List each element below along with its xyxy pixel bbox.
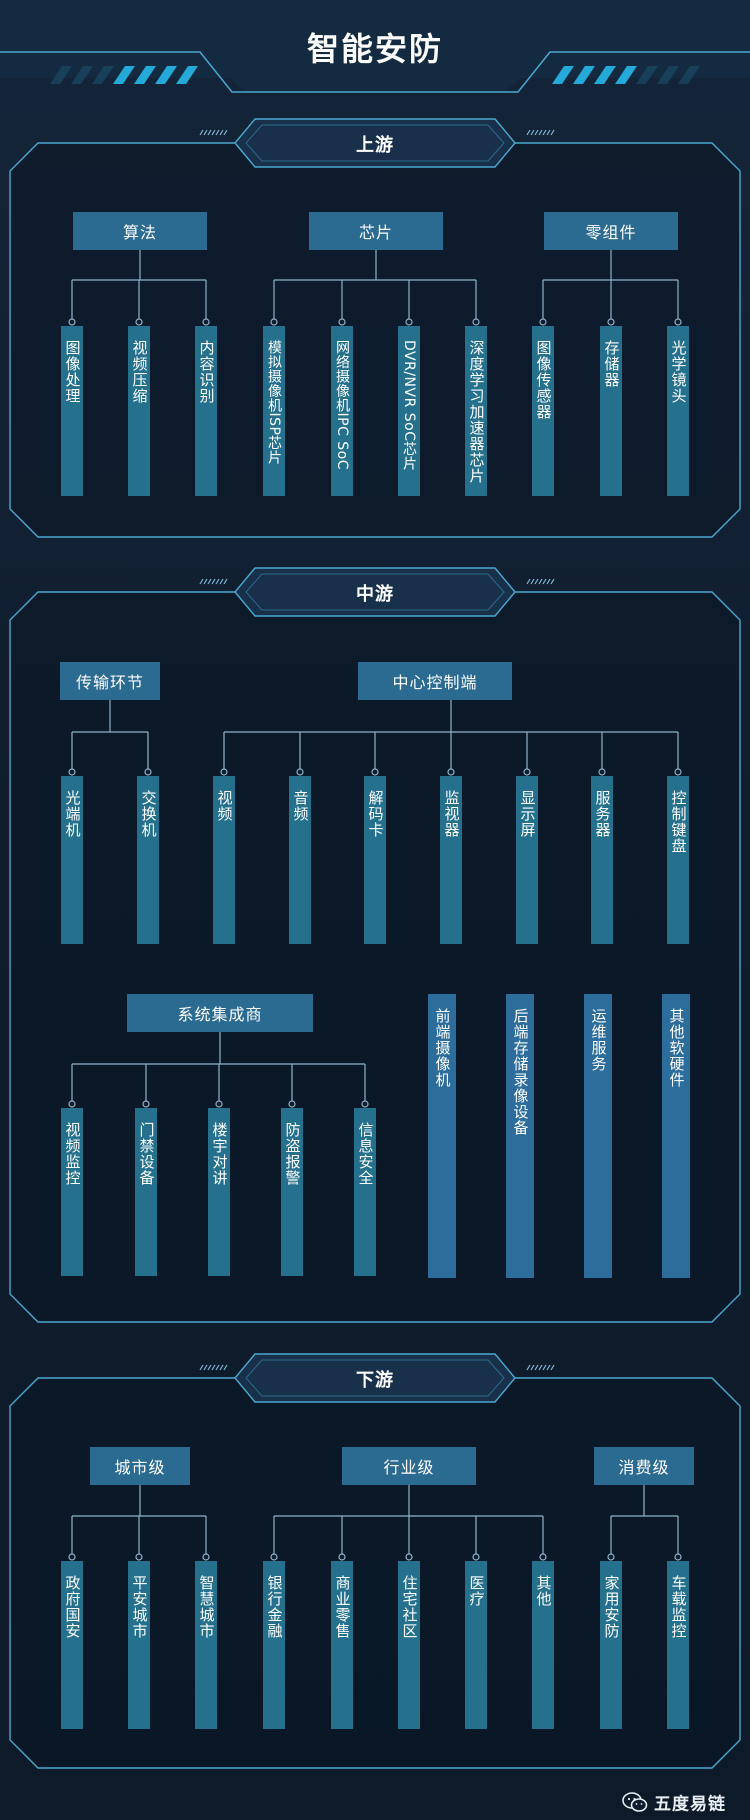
leaf-node: 政府国安 xyxy=(61,1561,83,1729)
leaf-label: 光学镜头 xyxy=(669,340,688,404)
leaf-label: 防盗报警 xyxy=(283,1122,302,1186)
leaf-label: 光端机 xyxy=(63,790,82,838)
leaf-node: 光端机 xyxy=(61,776,83,944)
leaf-label: 住宅社区 xyxy=(400,1575,419,1639)
leaf-node: 解码卡 xyxy=(364,776,386,944)
leaf-label: 图像处理 xyxy=(63,340,82,404)
leaf-node: 楼宇对讲 xyxy=(208,1108,230,1276)
group-node-upstream-1: 芯片 xyxy=(309,212,443,250)
group-node-downstream-2: 消费级 xyxy=(594,1447,694,1485)
leaf-node: 图像传感器 xyxy=(532,326,554,496)
footer: 五度易链 xyxy=(622,1790,726,1815)
leaf-label: 医疗 xyxy=(467,1575,486,1607)
leaf-node: 存储器 xyxy=(600,326,622,496)
leaf-node: 门禁设备 xyxy=(135,1108,157,1276)
leaf-label: 楼宇对讲 xyxy=(210,1122,229,1186)
leaf-label: 车载监控 xyxy=(669,1575,688,1639)
section-title: 中游 xyxy=(356,584,394,605)
leaf-label: 前端摄像机 xyxy=(433,1008,452,1088)
leaf-label: 深度学习加速器芯片 xyxy=(467,340,486,484)
leaf-label: 商业零售 xyxy=(333,1575,352,1639)
standalone-node: 运维服务 xyxy=(584,994,612,1278)
group-node-upstream-0: 算法 xyxy=(73,212,207,250)
leaf-node: 住宅社区 xyxy=(398,1561,420,1729)
leaf-label: 内容识别 xyxy=(197,340,216,404)
group-node-control: 中心控制端 xyxy=(358,662,512,700)
leaf-label: 家用安防 xyxy=(602,1575,621,1639)
leaf-node: 商业零售 xyxy=(331,1561,353,1729)
leaf-node: 内容识别 xyxy=(195,326,217,496)
leaf-node: 视频监控 xyxy=(61,1108,83,1276)
leaf-node: 显示屏 xyxy=(516,776,538,944)
leaf-node: DVR/NVR SoC芯片 xyxy=(398,326,420,496)
leaf-label: 门禁设备 xyxy=(137,1122,156,1186)
leaf-label: 其他 xyxy=(534,1575,553,1607)
leaf-label: 图像传感器 xyxy=(534,340,553,420)
leaf-node: 车载监控 xyxy=(667,1561,689,1729)
leaf-label: 网络摄像机IPC SoC xyxy=(334,340,350,471)
leaf-label: 音频 xyxy=(291,790,310,822)
leaf-label: 监视器 xyxy=(442,790,461,838)
group-node-downstream-1: 行业级 xyxy=(342,1447,476,1485)
leaf-label: 后端存储录像设备 xyxy=(511,1008,530,1136)
leaf-node: 平安城市 xyxy=(128,1561,150,1729)
leaf-node: 光学镜头 xyxy=(667,326,689,496)
leaf-label: 银行金融 xyxy=(265,1575,284,1639)
leaf-node: 交换机 xyxy=(137,776,159,944)
leaf-label: 政府国安 xyxy=(63,1575,82,1639)
footer-brand: 五度易链 xyxy=(654,1794,726,1815)
leaf-label: 模拟摄像机ISP芯片 xyxy=(266,340,282,465)
leaf-node: 其他 xyxy=(532,1561,554,1729)
leaf-label: 控制键盘 xyxy=(669,790,688,854)
leaf-label: 交换机 xyxy=(139,790,158,838)
standalone-node: 后端存储录像设备 xyxy=(506,994,534,1278)
leaf-node: 医疗 xyxy=(465,1561,487,1729)
standalone-node: 其他软硬件 xyxy=(662,994,690,1278)
group-node-upstream-2: 零组件 xyxy=(544,212,678,250)
leaf-node: 服务器 xyxy=(591,776,613,944)
standalone-node: 前端摄像机 xyxy=(428,994,456,1278)
leaf-label: 信息安全 xyxy=(356,1122,375,1186)
leaf-label: DVR/NVR SoC芯片 xyxy=(401,340,417,471)
leaf-label: 存储器 xyxy=(602,340,621,388)
leaf-label: 服务器 xyxy=(593,790,612,838)
leaf-node: 银行金融 xyxy=(263,1561,285,1729)
leaf-label: 解码卡 xyxy=(366,790,385,838)
leaf-node: 网络摄像机IPC SoC xyxy=(331,326,353,496)
leaf-node: 深度学习加速器芯片 xyxy=(465,326,487,496)
leaf-label: 显示屏 xyxy=(518,790,537,838)
group-node-downstream-0: 城市级 xyxy=(90,1447,190,1485)
leaf-node: 智慧城市 xyxy=(195,1561,217,1729)
leaf-label: 运维服务 xyxy=(589,1008,608,1072)
leaf-label: 视频 xyxy=(215,790,234,822)
leaf-node: 家用安防 xyxy=(600,1561,622,1729)
leaf-node: 视频压缩 xyxy=(128,326,150,496)
page-title: 智能安防 xyxy=(306,30,443,68)
section-title: 下游 xyxy=(356,1370,394,1391)
leaf-node: 防盗报警 xyxy=(281,1108,303,1276)
leaf-node: 音频 xyxy=(289,776,311,944)
group-node-integrator: 系统集成商 xyxy=(127,994,313,1032)
leaf-node: 监视器 xyxy=(440,776,462,944)
leaf-label: 视频压缩 xyxy=(130,340,149,404)
leaf-node: 信息安全 xyxy=(354,1108,376,1276)
leaf-label: 其他软硬件 xyxy=(667,1008,686,1088)
wechat-icon xyxy=(622,1791,648,1812)
leaf-label: 视频监控 xyxy=(63,1122,82,1186)
leaf-label: 平安城市 xyxy=(130,1575,149,1639)
group-node-transmission: 传输环节 xyxy=(60,662,160,700)
leaf-label: 智慧城市 xyxy=(197,1575,216,1639)
leaf-node: 视频 xyxy=(213,776,235,944)
section-title: 上游 xyxy=(356,135,394,156)
leaf-node: 控制键盘 xyxy=(667,776,689,944)
leaf-node: 图像处理 xyxy=(61,326,83,496)
leaf-node: 模拟摄像机ISP芯片 xyxy=(263,326,285,496)
